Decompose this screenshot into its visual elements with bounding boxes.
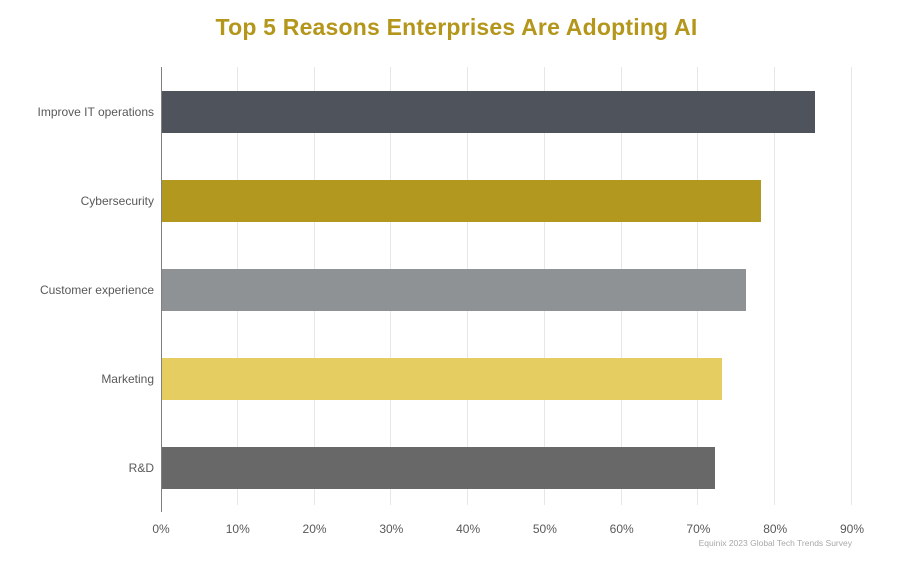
chart-bar: [162, 179, 761, 222]
chart-row: R&D: [129, 423, 852, 512]
x-tick-label: 20%: [302, 522, 327, 536]
chart-title: Top 5 Reasons Enterprises Are Adopting A…: [215, 14, 698, 40]
x-tick-label: 0%: [152, 522, 170, 536]
category-label: Customer experience: [39, 282, 154, 297]
x-tick-label: 70%: [686, 522, 711, 536]
x-tick-label: 90%: [839, 522, 865, 536]
bar-rows: Improve IT operations Cybersecurity Custom…: [37, 67, 852, 512]
gridline: [774, 67, 776, 505]
y-axis-line: [161, 67, 162, 512]
x-tick-label: 40%: [456, 522, 481, 536]
x-tick-label: 50%: [532, 522, 557, 536]
x-tick-label: 60%: [609, 522, 634, 536]
category-label: Cybersecurity: [80, 193, 154, 208]
source-note: Equinix 2023 Global Tech Trends Survey: [698, 538, 852, 548]
chart-bar: [162, 446, 715, 489]
chart-row: Improve IT operations: [37, 67, 852, 156]
chart-bar: [162, 357, 723, 400]
chart-row: Cybersecurity: [81, 156, 852, 245]
x-tick-label: 80%: [763, 522, 788, 536]
x-tick-label: 30%: [379, 522, 404, 536]
chart-bar: [162, 268, 746, 311]
category-label: R&D: [128, 460, 154, 475]
chart-row: Customer experience: [40, 245, 852, 334]
gridline: [851, 67, 852, 505]
category-label: Marketing: [101, 371, 154, 386]
x-axis-tick-labels: 0% 10% 20% 30% 40% 50% 60% 70% 80% 90%: [152, 522, 864, 538]
category-label: Improve IT operations: [37, 104, 154, 119]
plot-area: Improve IT operations Cybersecurity Custom…: [37, 67, 864, 548]
chart-row: Marketing: [101, 334, 852, 423]
x-tick-label: 10%: [225, 522, 250, 536]
chart-bar: [162, 90, 815, 133]
